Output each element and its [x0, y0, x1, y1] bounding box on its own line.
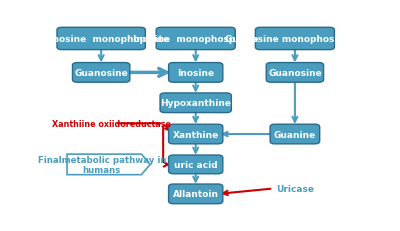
Text: Guanosine: Guanosine — [268, 69, 322, 78]
Text: Adenosine  monophophate: Adenosine monophophate — [33, 35, 169, 44]
FancyBboxPatch shape — [156, 28, 235, 50]
Text: Inosine  monophosphate: Inosine monophosphate — [133, 35, 258, 44]
Text: Xanthine: Xanthine — [172, 130, 219, 139]
Text: Inosine: Inosine — [177, 69, 214, 78]
Text: Uricase: Uricase — [276, 184, 314, 193]
Polygon shape — [67, 155, 150, 175]
FancyBboxPatch shape — [266, 63, 324, 83]
FancyBboxPatch shape — [255, 28, 334, 50]
Text: Guanosine: Guanosine — [74, 69, 128, 78]
Text: Guanosine monophosphate: Guanosine monophosphate — [226, 35, 364, 44]
FancyBboxPatch shape — [168, 63, 223, 83]
Text: uric acid: uric acid — [174, 160, 218, 169]
FancyBboxPatch shape — [270, 125, 320, 144]
FancyBboxPatch shape — [57, 28, 145, 50]
Text: Finalmetabolic pathway in
humans: Finalmetabolic pathway in humans — [38, 155, 166, 174]
FancyBboxPatch shape — [168, 184, 223, 204]
Text: Guanine: Guanine — [274, 130, 316, 139]
Text: Allantoin: Allantoin — [173, 190, 219, 198]
FancyBboxPatch shape — [160, 94, 231, 113]
FancyBboxPatch shape — [168, 125, 223, 144]
FancyBboxPatch shape — [168, 155, 223, 174]
Text: Hypoxanthine: Hypoxanthine — [160, 99, 231, 108]
FancyBboxPatch shape — [72, 63, 130, 83]
Text: Xanthiine oxiidoreductase: Xanthiine oxiidoreductase — [52, 119, 170, 128]
